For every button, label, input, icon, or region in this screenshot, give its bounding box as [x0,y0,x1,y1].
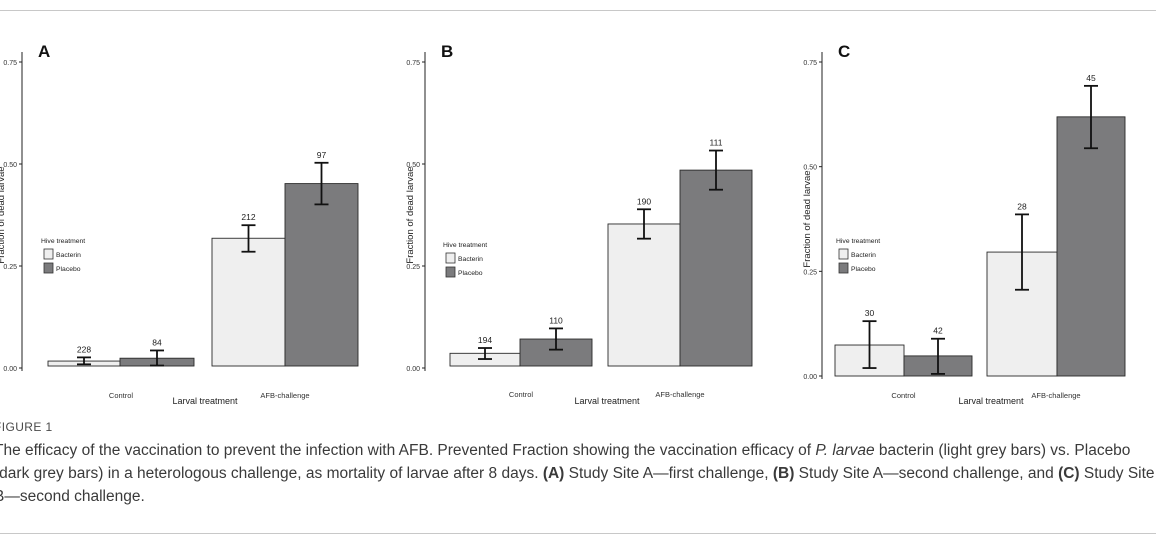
panel-a-count-label: 97 [317,150,327,160]
bottom-divider [0,533,1156,534]
panel-b-legend-swatch-bacterin [445,252,456,264]
panel-b-y-tick-label: 0.75 [406,60,420,67]
caption-part-5: Study Site B—second challenge. [0,465,1155,505]
panel-a-legend-swatch-placebo [43,262,54,274]
panel-b-x-axis-title: Larval treatment [574,396,640,406]
caption-bold-c: (C) [1058,465,1080,482]
caption-part-4: Study Site A—second challenge, and [794,465,1059,482]
panel-b-x-tick-label: AFB-challenge [655,390,704,399]
panel-b-legend-label-placebo: Placebo [458,270,483,277]
panel-c-y-tick-label: 0.00 [803,374,817,381]
panel-a-x-tick-label: AFB-challenge [260,391,309,400]
panel-a-count-label: 212 [241,212,255,222]
panel-b-legend-label-bacterin: Bacterin [458,256,483,263]
panel-b-count-label: 190 [637,196,651,206]
panel-a-y-tick-label: 0.75 [3,60,17,67]
panel-a-x-tick-label: Control [109,391,134,400]
figure-charts: 0.00 0.25 0.50 0.75 Fraction of dead larvae A… [0,42,1126,406]
panel-c-legend-label-placebo: Placebo [851,266,876,273]
caption-bold-b: (B) [772,465,795,482]
panel-b-bar-afb-challenge-bacterin [607,223,681,367]
figure-caption: FIGURE 1 The efficacy of the vaccination… [0,420,1156,508]
panel-a-legend-label-bacterin: Bacterin [56,252,81,259]
panel-b-y-axis-title: Fraction of dead larvae [405,166,416,263]
panel-c-y-tick-label: 0.25 [803,269,817,276]
panel-c-legend-title: Hive treatment [836,238,880,245]
panel-b-legend-swatch-placebo [445,266,456,278]
panel-c-count-label: 42 [933,326,943,336]
panel-a-count-label: 84 [152,337,162,347]
figure-label: FIGURE 1 [0,420,53,434]
panel-a-y-axis-title: Fraction of dead larvae [0,166,7,263]
panel-a-bar-afb-challenge-bacterin [211,237,286,367]
panel-c-legend-swatch-placebo [838,262,849,274]
panel-c-legend-label-bacterin: Bacterin [851,252,876,259]
panel-c-y-axis-title: Fraction of dead larvae [802,170,813,267]
panel-b-count-label: 110 [549,315,563,325]
panel-a-y-tick-label: 0.25 [3,264,17,271]
panel-a-label: A [38,42,50,61]
panel-b-legend-title: Hive treatment [443,242,487,249]
caption-text: The efficacy of the vaccination to preve… [0,439,1156,508]
caption-part-3: Study Site A—first challenge, [564,465,773,482]
panel-a-count-label: 228 [77,344,91,354]
panel-b-y-tick-label: 0.00 [406,366,420,373]
panel-c-x-tick-label: AFB-challenge [1031,391,1080,400]
panel-b-y-tick-label: 0.50 [406,162,420,169]
panel-c-count-label: 28 [1017,201,1027,211]
panel-c-x-axis-title: Larval treatment [958,396,1024,406]
panel-c-bar-afb-challenge-placebo [1056,116,1126,377]
panel-a-legend-label-placebo: Placebo [56,266,81,273]
panel-c-x-tick-label: Control [891,391,916,400]
panel-b-count-label: 111 [710,138,723,148]
panel-b-bar-afb-challenge-placebo [679,169,753,367]
panel-a-y-tick-label: 0.00 [3,366,17,373]
panel-a-legend-swatch-bacterin [43,248,54,260]
caption-italic-species: P. larvae [815,442,875,459]
panel-b-y-tick-label: 0.25 [406,264,420,271]
panel-b-x-tick-label: Control [509,390,534,399]
panel-c-y-tick-label: 0.50 [803,165,817,172]
panel-c-count-label: 30 [865,308,875,318]
panel-a-bar-afb-challenge-placebo [284,183,359,367]
top-divider [0,10,1156,11]
panel-c-y-tick-label: 0.75 [803,60,817,67]
panel-b-label: B [441,42,453,61]
panel-a-legend-title: Hive treatment [41,238,85,245]
panel-a-x-axis-title: Larval treatment [172,396,238,406]
caption-part-1: The efficacy of the vaccination to preve… [0,442,816,459]
panel-c-legend-swatch-bacterin [838,248,849,260]
panel-b-count-label: 194 [478,335,492,345]
panel-a-y-tick-label: 0.50 [3,162,17,169]
panel-c-label: C [838,42,850,61]
caption-part-2: bacterin (light grey bars) vs. Placebo (… [0,442,1131,482]
caption-bold-a: (A) [542,465,565,482]
panel-c-count-label: 45 [1086,73,1096,83]
